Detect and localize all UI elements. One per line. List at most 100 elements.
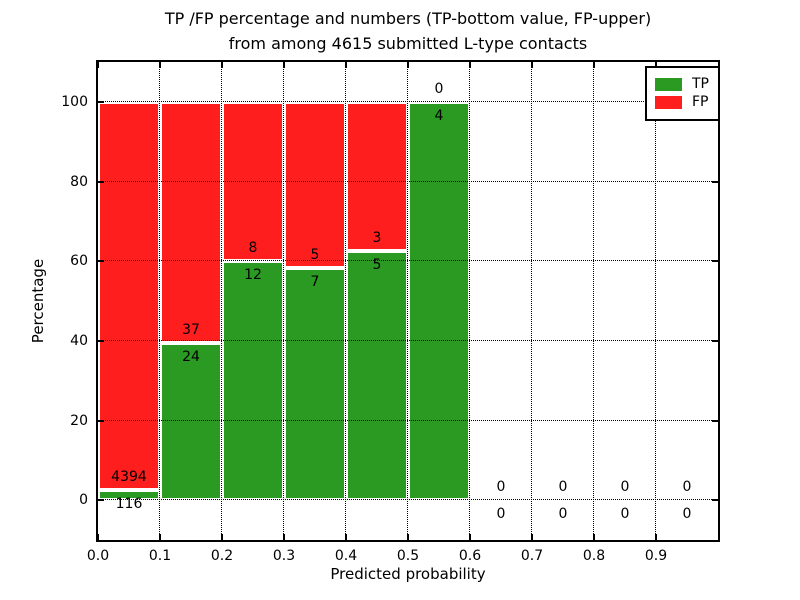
tp-bar-segment: [408, 101, 470, 501]
y-tick-label: 80: [70, 173, 88, 190]
x-tick-top: [221, 62, 223, 68]
x-tick-bottom: [283, 534, 285, 540]
tp-count-label: 0: [620, 506, 630, 523]
y-tick-left: [98, 260, 104, 263]
tp-bar-segment: [222, 261, 284, 501]
x-gridline: [345, 62, 346, 540]
y-gridline: [98, 260, 718, 262]
x-tick-label: 0.4: [334, 548, 358, 564]
y-gridline: [98, 419, 718, 421]
tp-legend-label: TP: [692, 76, 709, 92]
x-tick-top: [469, 62, 471, 68]
x-tick-bottom: [345, 534, 347, 540]
x-tick-label: 0.7: [520, 548, 544, 564]
fp-bar-segment: [98, 101, 160, 490]
fp-legend-swatch-icon: [655, 96, 682, 109]
x-axis-label: Predicted probability: [330, 565, 486, 583]
x-tick-top: [655, 62, 657, 68]
tp-bar-segment: [346, 251, 408, 501]
tp-count-label: 4: [434, 107, 444, 124]
y-tick-label: 100: [61, 93, 88, 110]
fp-count-label: 0: [682, 479, 692, 496]
x-tick-top: [531, 62, 533, 68]
y-tick-label: 60: [70, 253, 88, 270]
y-gridline: [98, 499, 718, 501]
fp-count-label: 3: [372, 230, 382, 247]
x-tick-top: [283, 62, 285, 68]
x-gridline: [221, 62, 222, 540]
x-tick-top: [97, 62, 99, 68]
tp-count-label: 0: [496, 506, 506, 523]
x-tick-label: 0.6: [458, 548, 482, 564]
y-gridline: [98, 100, 718, 102]
x-tick-top: [407, 62, 409, 68]
y-gridline: [98, 180, 718, 182]
legend: TP FP: [645, 66, 720, 121]
y-gridline: [98, 339, 718, 341]
x-tick-bottom: [655, 534, 657, 540]
y-tick-left: [98, 419, 104, 422]
y-tick-label: 20: [70, 412, 88, 429]
x-tick-top: [593, 62, 595, 68]
fp-count-label: 8: [248, 240, 258, 257]
y-tick-left: [98, 180, 104, 183]
y-tick-left: [98, 499, 104, 502]
x-gridline: [407, 62, 408, 540]
tp-legend-swatch-icon: [655, 78, 682, 91]
x-gridline: [283, 62, 284, 540]
fp-bar-segment: [346, 101, 408, 252]
x-tick-bottom: [97, 534, 99, 540]
x-tick-bottom: [407, 534, 409, 540]
tp-count-label: 0: [682, 506, 692, 523]
tp-count-label: 12: [244, 267, 262, 284]
x-tick-label: 0.8: [582, 548, 606, 564]
fp-bar-segment: [160, 101, 222, 344]
tp-count-label: 24: [182, 349, 200, 366]
fp-count-label: 4394: [111, 468, 147, 485]
chart-title: TP /FP percentage and numbers (TP-bottom…: [165, 6, 651, 56]
tp-count-label: 7: [310, 273, 320, 290]
x-gridline: [593, 62, 594, 540]
y-tick-right: [712, 339, 718, 342]
fp-count-label: 0: [558, 479, 568, 496]
fp-count-label: 0: [496, 479, 506, 496]
x-gridline: [655, 62, 656, 540]
x-gridline: [159, 62, 160, 540]
x-tick-label: 0.0: [86, 548, 110, 564]
y-tick-left: [98, 339, 104, 342]
chart-title-line1: TP /FP percentage and numbers (TP-bottom…: [164, 9, 652, 28]
x-tick-label: 0.3: [272, 548, 296, 564]
x-tick-bottom: [593, 534, 595, 540]
fp-count-label: 0: [620, 479, 630, 496]
x-gridline: [531, 62, 532, 540]
x-tick-bottom: [531, 534, 533, 540]
x-tick-bottom: [469, 534, 471, 540]
x-tick-label: 0.5: [396, 548, 420, 564]
x-tick-label: 0.9: [644, 548, 668, 564]
x-tick-bottom: [221, 534, 223, 540]
tp-count-label: 116: [115, 495, 143, 512]
y-tick-label: 40: [70, 332, 88, 349]
legend-item-tp: TP: [655, 77, 710, 92]
x-tick-label: 0.1: [148, 548, 172, 564]
fp-count-label: 5: [310, 246, 320, 263]
fp-count-label: 37: [182, 322, 200, 339]
y-tick-right: [712, 499, 718, 502]
tp-count-label: 0: [558, 506, 568, 523]
y-tick-left: [98, 100, 104, 103]
chart-title-line2: from among 4615 submitted L-type contact…: [228, 34, 588, 53]
legend-item-fp: FP: [655, 95, 710, 110]
fp-bar-segment: [284, 101, 346, 268]
y-tick-right: [712, 260, 718, 263]
y-tick-label: 0: [79, 492, 88, 509]
tp-bar-segment: [160, 343, 222, 501]
x-gridline: [469, 62, 470, 540]
y-tick-right: [712, 419, 718, 422]
y-tick-right: [712, 180, 718, 183]
x-tick-label: 0.2: [210, 548, 234, 564]
fp-count-label: 0: [434, 80, 444, 97]
tp-bar-segment: [284, 267, 346, 501]
x-tick-top: [345, 62, 347, 68]
